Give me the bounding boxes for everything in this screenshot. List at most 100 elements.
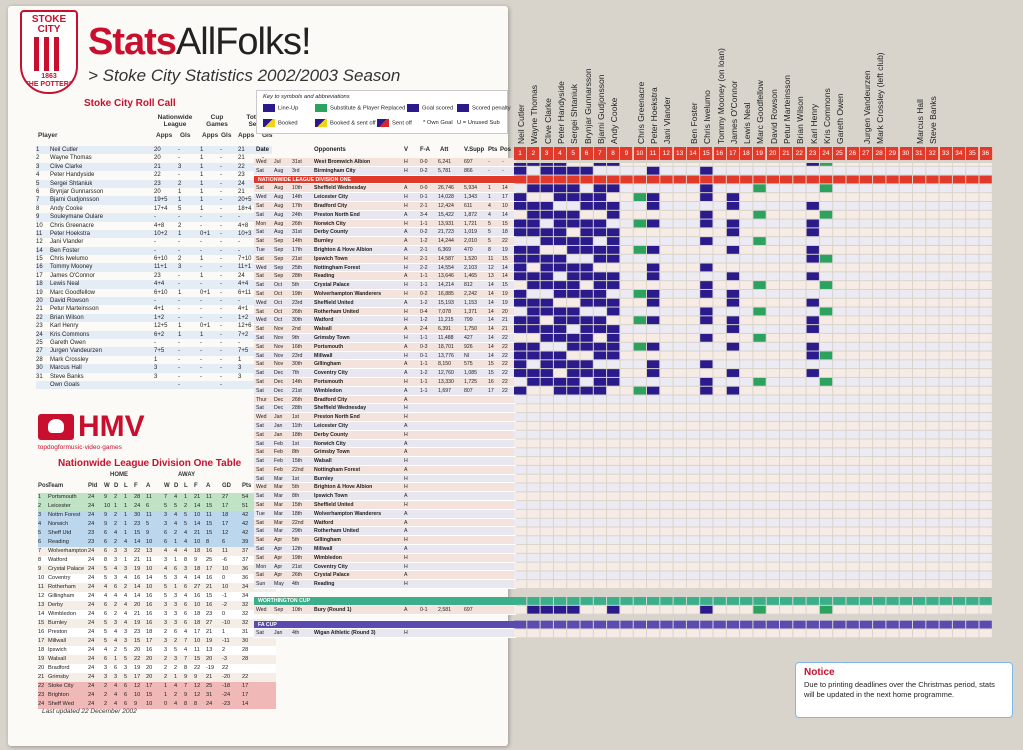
- cell: 5: [164, 575, 168, 581]
- cell: 3: [154, 365, 158, 372]
- appearance-cell: [527, 492, 540, 501]
- appearance-cell: [793, 193, 806, 201]
- appearance-cell: [553, 342, 567, 351]
- fixture-row: Mon Aug 26th Norwich City H 1-1 13,931 1,721 5 15: [254, 219, 516, 229]
- fixture-col-header: V.Supp: [464, 147, 485, 153]
- appearance-cell: [673, 509, 686, 518]
- player-column-name: Mark Crossley (left club): [873, 36, 886, 146]
- appearance-cell: [514, 184, 527, 193]
- appearance-cell: [793, 527, 806, 536]
- appearance-cell: [580, 413, 593, 421]
- appearance-cell: [979, 289, 992, 298]
- cell: -: [154, 339, 156, 346]
- cell: 1: [114, 656, 118, 662]
- appearance-cell: [766, 620, 779, 629]
- cell: Sun: [256, 581, 266, 588]
- cell: Andy Cooke: [50, 205, 83, 212]
- appearance-cell: [553, 307, 567, 316]
- appearance-cell: [966, 307, 979, 316]
- appearance-cell: [966, 245, 979, 254]
- appearance-cell: [567, 184, 580, 193]
- fixture-row: Sat Mar 1st Burnley H: [254, 474, 516, 484]
- appearance-cell: [620, 605, 633, 614]
- appearance-cell: [979, 298, 992, 307]
- appearance-cell: [567, 404, 580, 413]
- appearance-cell: [527, 351, 540, 360]
- appearance-cell: [819, 254, 833, 263]
- squad-number: 19: [753, 147, 767, 160]
- cell: 4: [124, 620, 128, 626]
- appearance-cell: [979, 430, 992, 439]
- cell: Gillingham: [48, 593, 75, 599]
- appearance-cell: [939, 289, 952, 298]
- cell: 5: [164, 593, 168, 599]
- appearance-cell: [886, 545, 899, 553]
- cell: Sat: [256, 334, 264, 341]
- cell: 19: [502, 246, 508, 253]
- appearance-cell: [886, 342, 899, 351]
- notice-box: Notice Due to printing deadlines over th…: [795, 662, 1013, 718]
- rollcall-row: 1 Neil Cutler 20-1-21-: [36, 146, 272, 155]
- appearance-cell: [966, 184, 979, 193]
- cell: 4: [184, 575, 188, 581]
- appearance-cell: [766, 228, 779, 237]
- appearance-cell: [780, 175, 793, 184]
- appearance-cell: [593, 395, 607, 404]
- appearance-cell: [966, 298, 979, 307]
- appearance-cell: [740, 272, 753, 281]
- appearance-cell: [633, 377, 646, 386]
- appearance-cell: [926, 620, 939, 629]
- cell: 1,371: [464, 308, 477, 315]
- appearance-cell: [939, 457, 952, 465]
- appearance-cell: [713, 228, 726, 237]
- cell: Sat: [256, 554, 264, 561]
- appearance-cell: [833, 386, 846, 395]
- appearance-cell: [726, 272, 740, 281]
- cell: 5: [174, 503, 178, 509]
- appearance-cell: [780, 483, 793, 492]
- cell: 26th: [292, 572, 303, 579]
- cell: Wimbledon: [314, 387, 342, 394]
- appearance-cell: [514, 377, 527, 386]
- notice-body: Due to printing deadlines over the Chris…: [804, 680, 995, 699]
- cell: -: [200, 356, 202, 363]
- appearance-cell: [514, 175, 527, 184]
- cell: -: [178, 373, 180, 380]
- cell: 3: [124, 638, 128, 644]
- appearance-cell: [633, 430, 646, 439]
- appearance-cell: [899, 316, 912, 325]
- cell: 18: [502, 229, 508, 236]
- appearance-cell: [979, 163, 992, 166]
- appearance-cell: [952, 404, 966, 413]
- cell: -: [178, 356, 180, 363]
- appearance-cell: [966, 237, 979, 245]
- appearance-cell: [886, 307, 899, 316]
- appearance-cell: [939, 166, 952, 175]
- cell: 24: [88, 566, 95, 572]
- cell: Millwall: [48, 638, 67, 644]
- cell: 23rd: [292, 299, 303, 306]
- cell: Oct: [274, 308, 283, 315]
- cell: 19: [134, 665, 141, 671]
- appearance-cell: [979, 272, 992, 281]
- cell: -: [220, 272, 222, 279]
- league-row: 4 Norwich 24 9 2 1 23 5 3 4 5 14 15 17 42: [38, 520, 276, 529]
- cell: Rotherham United: [314, 308, 359, 315]
- cell: 1-1: [420, 378, 428, 385]
- cell: Sat: [256, 290, 264, 297]
- appearance-cell: [833, 245, 846, 254]
- appearance-cell: [939, 386, 952, 395]
- cell: 17: [134, 674, 141, 680]
- appearance-cell: [886, 163, 899, 166]
- appearance-cell: [886, 629, 899, 638]
- appearance-cell: [886, 439, 899, 448]
- appearance-cell: [859, 237, 873, 245]
- appearance-cell: [966, 492, 979, 501]
- appearance-cell: [859, 193, 873, 201]
- appearance-cell: [740, 298, 753, 307]
- appearance-cell: [899, 281, 912, 289]
- appearance-cell: [939, 351, 952, 360]
- player-column-name: Chris Iwelumo: [700, 36, 713, 146]
- cell: Dec: [274, 387, 284, 394]
- fixture-row: Sat Feb 1st Norwich City A: [254, 439, 516, 449]
